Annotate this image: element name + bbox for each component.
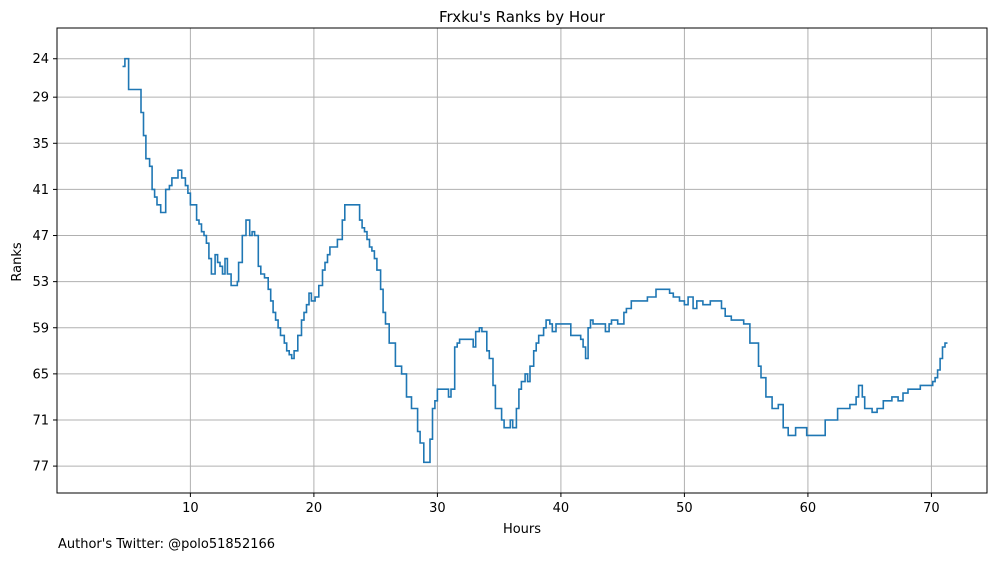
y-axis-ticks: 24 29 35 41 47 53 59 65 71 77	[32, 52, 57, 475]
y-tick-label: 77	[32, 460, 49, 475]
x-tick-label: 50	[676, 501, 693, 516]
x-tick-label: 70	[923, 501, 940, 516]
y-tick-label: 59	[32, 321, 49, 336]
y-tick-label: 47	[32, 229, 49, 244]
x-tick-label: 20	[306, 501, 323, 516]
x-tick-label: 10	[182, 501, 199, 516]
x-tick-label: 60	[800, 501, 817, 516]
x-tick-label: 30	[429, 501, 446, 516]
y-tick-label: 53	[32, 275, 49, 290]
rank-series-line	[122, 57, 948, 464]
grid-lines	[57, 28, 987, 493]
x-axis-label: Hours	[503, 522, 541, 537]
y-tick-label: 24	[32, 52, 49, 67]
y-tick-label: 41	[32, 183, 49, 198]
y-tick-label: 71	[32, 413, 49, 428]
chart-title: Frxku's Ranks by Hour	[439, 8, 606, 26]
x-axis-ticks: 10 20 30 40 50 60 70	[182, 493, 940, 516]
y-axis-label: Ranks	[10, 242, 25, 281]
y-tick-label: 35	[32, 137, 49, 152]
y-tick-label: 65	[32, 367, 49, 382]
plot-frame	[56, 27, 988, 494]
author-credit: Author's Twitter: @polo51852166	[58, 537, 276, 552]
y-tick-label: 29	[32, 91, 49, 106]
x-tick-label: 40	[553, 501, 570, 516]
